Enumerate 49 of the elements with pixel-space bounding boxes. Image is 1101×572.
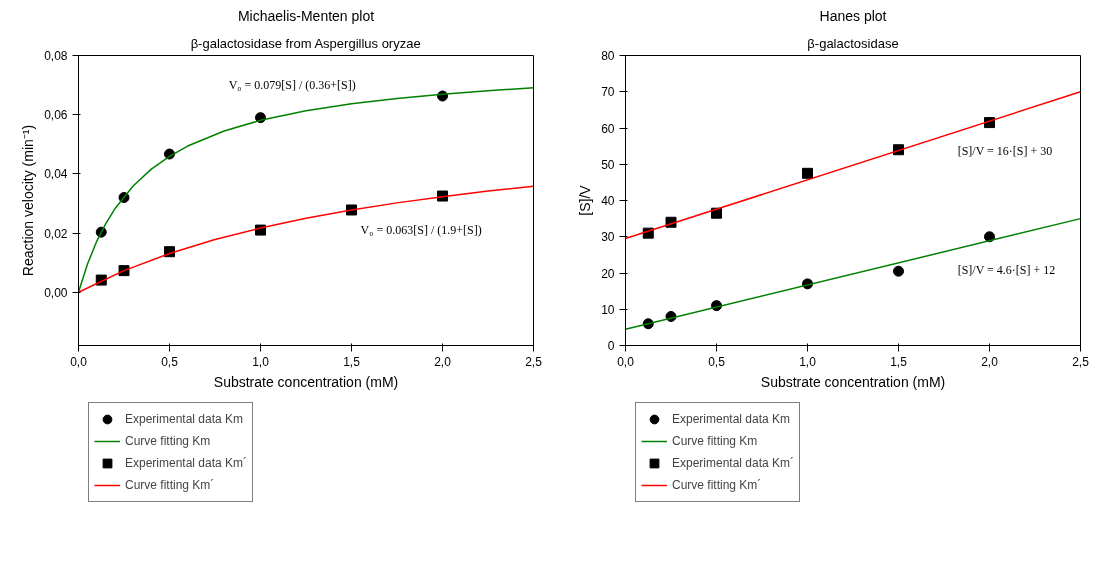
x-tick-label: 0,0	[70, 354, 88, 369]
chart-subtitle: β-galactosidase from Aspergillus oryzae	[190, 35, 421, 51]
x-tick-label: 2,5	[1072, 354, 1090, 369]
legend-label: Experimental data Km	[125, 412, 244, 426]
chart-title: Hanes plot	[819, 7, 887, 24]
y-tick-label: 0	[607, 339, 615, 353]
y-tick-label: 0,02	[44, 226, 68, 241]
y-tick-label: 0,06	[44, 108, 68, 123]
line-series	[78, 185, 534, 293]
y-tick-label: 0,00	[44, 285, 68, 300]
annotation: V₀ = 0.063[S] / (1.9+[S])	[360, 222, 482, 237]
x-tick-label: 0,0	[617, 354, 635, 369]
annotation: [S]/V = 16·[S] + 30	[957, 144, 1053, 159]
y-tick-label: 70	[601, 85, 615, 100]
legend-label: Curve fitting Km´	[125, 478, 215, 492]
y-tick-label: 30	[601, 230, 615, 245]
chart-title: Michaelis-Menten plot	[237, 7, 375, 24]
x-tick-label: 2,5	[525, 354, 543, 369]
y-tick-label: 60	[601, 121, 615, 136]
annotation: V₀ = 0.079[S] / (0.36+[S])	[228, 77, 356, 92]
legend-label: Experimental data Km´	[672, 456, 795, 470]
x-tick-label: 1,0	[252, 354, 270, 369]
chart-subtitle: β-galactosidase	[807, 35, 899, 51]
point	[802, 167, 813, 179]
y-tick-label: 50	[601, 157, 615, 172]
y-axis-title: [S]/V	[577, 184, 594, 216]
y-tick-label: 10	[601, 302, 615, 317]
legend-label: Experimental data Km´	[125, 456, 248, 470]
point	[893, 265, 904, 277]
y-tick-label: 80	[601, 49, 615, 63]
y-tick-label: 20	[601, 266, 615, 281]
x-tick-label: 2,0	[434, 354, 452, 369]
y-axis-title: Reaction velocity (min⁻¹)	[20, 124, 37, 277]
x-tick-label: 1,5	[890, 354, 908, 369]
legend-label: Curve fitting Km´	[672, 478, 762, 492]
x-tick-label: 1,0	[799, 354, 817, 369]
legend-label: Experimental data Km	[672, 412, 791, 426]
y-tick-label: 40	[601, 194, 615, 208]
legend-label: Curve fitting Km	[672, 434, 758, 448]
x-tick-label: 1,5	[343, 354, 361, 369]
x-axis-title: Substrate concentration (mM)	[760, 373, 946, 390]
y-tick-label: 0,08	[44, 49, 68, 63]
x-tick-label: 2,0	[981, 354, 999, 369]
x-axis-title: Substrate concentration (mM)	[213, 373, 399, 390]
legend-label: Curve fitting Km	[125, 434, 211, 448]
y-tick-label: 0,04	[44, 167, 68, 182]
x-tick-label: 0,5	[161, 354, 179, 369]
annotation: [S]/V = 4.6·[S] + 12	[957, 263, 1056, 278]
x-tick-label: 0,5	[708, 354, 726, 369]
